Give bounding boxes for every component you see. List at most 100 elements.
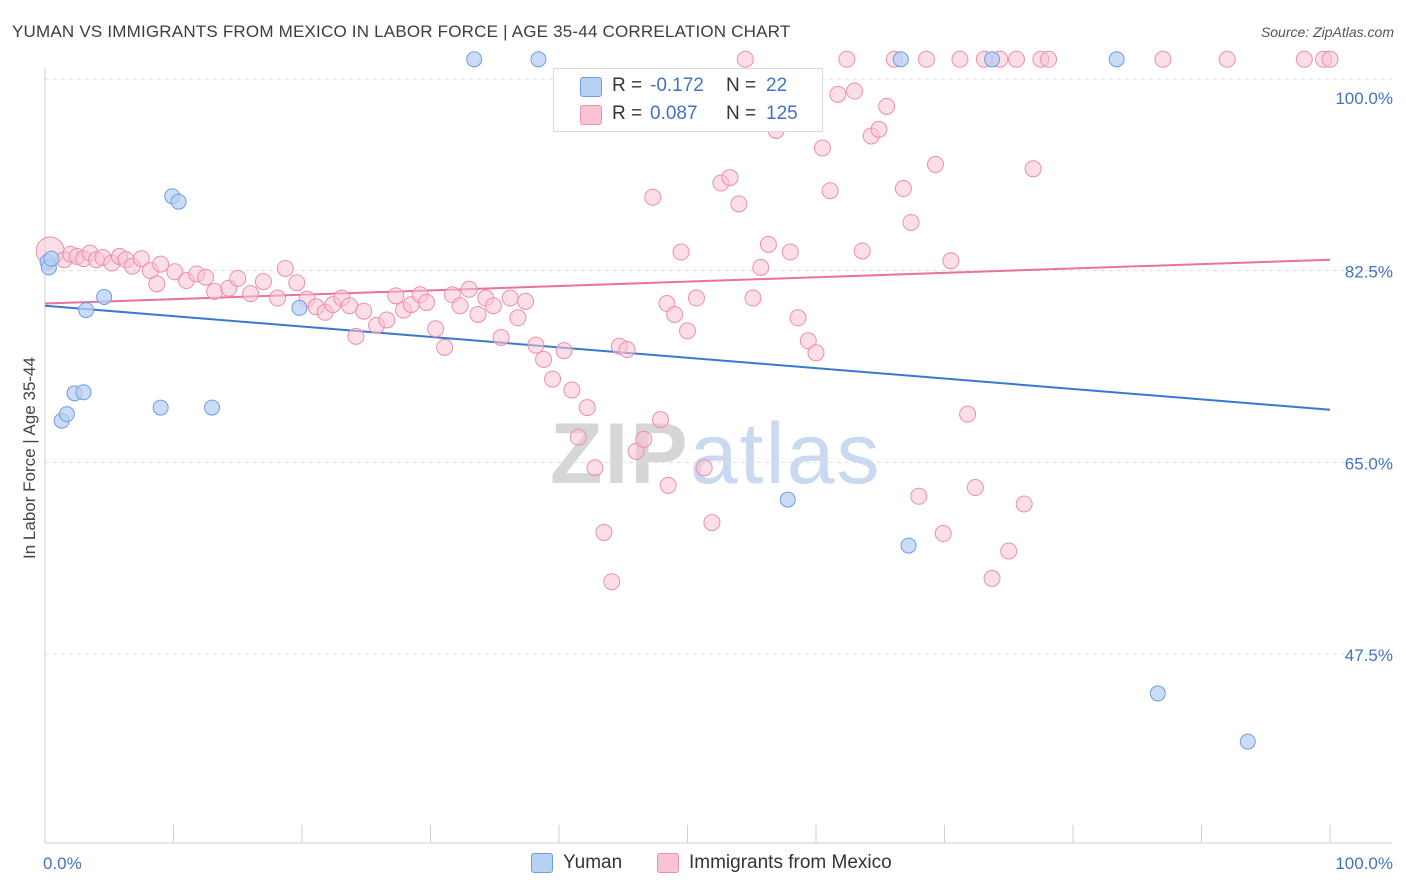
mexico-point <box>595 523 613 541</box>
n-value: 22 <box>766 75 788 96</box>
series-legend: Yuman Immigrants from Mexico <box>0 852 1406 878</box>
mexico-point <box>527 336 545 354</box>
mexico-point <box>927 155 945 173</box>
mexico-point <box>341 297 359 315</box>
source-credit: Source: ZipAtlas.com <box>1260 24 1394 40</box>
mexico-point <box>229 269 247 287</box>
mexico-point <box>744 289 762 307</box>
mexico-legend-label: Immigrants from Mexico <box>689 852 892 873</box>
n-label: N = <box>726 103 757 124</box>
mexico-point <box>460 280 478 298</box>
yuman-point <box>892 51 909 68</box>
mexico-trend-line <box>44 258 1331 305</box>
mexico-point <box>983 569 1001 587</box>
mexico-point <box>451 297 469 315</box>
mexico-point <box>427 320 445 338</box>
mexico-point <box>355 302 373 320</box>
mexico-point <box>721 169 739 187</box>
mexico-point <box>910 487 928 505</box>
mexico-point <box>269 289 287 307</box>
n-value: 125 <box>766 103 798 124</box>
mexico-point <box>469 305 487 323</box>
mexico-point <box>644 188 662 206</box>
tick-labels: 100.0% 82.5% 65.0% 47.5% 0.0% 100.0% In Labor … <box>20 89 1393 873</box>
yuman-point <box>204 399 221 416</box>
mexico-point <box>813 139 831 157</box>
yuman-point <box>530 51 547 68</box>
mexico-point <box>501 289 519 307</box>
mexico-point <box>659 476 677 494</box>
axes <box>44 68 1392 844</box>
mexico-point <box>166 263 184 281</box>
mexico-point <box>878 97 896 115</box>
mexico-point <box>894 180 912 198</box>
mexico-point <box>1024 160 1042 178</box>
mexico-point <box>586 459 604 477</box>
yuman-point <box>43 250 60 267</box>
mexico-point <box>966 479 984 497</box>
mexico-point <box>288 274 306 292</box>
mexico-point <box>618 341 636 359</box>
mexico-point <box>1295 50 1313 68</box>
yuman-point <box>1149 685 1166 702</box>
mexico-point <box>870 120 888 138</box>
mexico-point <box>627 442 645 460</box>
mexico-point <box>436 338 454 356</box>
mexico-point <box>672 243 690 261</box>
y-tick-label: 47.5% <box>1345 646 1393 665</box>
mexico-point <box>821 182 839 200</box>
mexico-point <box>555 342 573 360</box>
yuman-point <box>75 384 92 401</box>
mexico-point <box>687 289 705 307</box>
mexico-point <box>959 405 977 423</box>
r-value: 0.087 <box>650 103 698 124</box>
y-tick-label: 100.0% <box>1335 89 1393 108</box>
mexico-point <box>703 514 721 532</box>
mexico-point <box>752 258 770 276</box>
mexico-point <box>781 243 799 261</box>
mexico-point <box>544 370 562 388</box>
y-tick-label: 82.5% <box>1345 263 1393 282</box>
mexico-point <box>918 50 936 68</box>
mexico-point <box>759 235 777 253</box>
mexico-point <box>635 430 653 448</box>
mexico-point <box>846 82 864 100</box>
yuman-point <box>900 537 917 554</box>
yuman-point <box>96 288 113 305</box>
legend-item-yuman[interactable]: Yuman <box>531 852 622 874</box>
mexico-point <box>799 332 817 350</box>
mexico-point <box>679 322 696 340</box>
mexico-point <box>730 195 748 213</box>
mexico-point <box>1007 50 1025 68</box>
mexico-point <box>902 213 920 231</box>
mexico-legend-swatch <box>657 853 679 873</box>
mexico-point <box>578 399 596 417</box>
gridlines <box>45 78 1392 655</box>
mexico-point <box>942 252 960 270</box>
chart-title: YUMAN VS IMMIGRANTS FROM MEXICO IN LABOR… <box>12 22 791 41</box>
yuman-point <box>58 406 75 423</box>
mexico-point <box>1000 542 1018 560</box>
mexico-point <box>652 411 670 429</box>
data-points <box>35 50 1339 750</box>
mexico-point <box>535 350 553 368</box>
n-label: N = <box>726 75 757 96</box>
mexico-point <box>276 259 294 277</box>
y-axis-label: In Labor Force | Age 35-44 <box>20 357 39 559</box>
mexico-point <box>603 573 621 591</box>
mexico-point <box>254 273 272 291</box>
mexico-point <box>838 50 856 68</box>
mexico-point <box>666 305 684 323</box>
mexico-point <box>1218 50 1236 68</box>
yuman-point <box>291 299 308 316</box>
mexico-point <box>517 292 535 310</box>
trend-lines <box>44 258 1331 411</box>
mexico-point <box>1040 50 1058 68</box>
mexico-point <box>484 297 502 315</box>
yuman-trend-line <box>44 304 1331 411</box>
legend-item-mexico[interactable]: Immigrants from Mexico <box>657 852 892 874</box>
yuman-point <box>170 193 187 210</box>
mexico-point <box>736 50 754 68</box>
mexico-point <box>197 268 215 286</box>
